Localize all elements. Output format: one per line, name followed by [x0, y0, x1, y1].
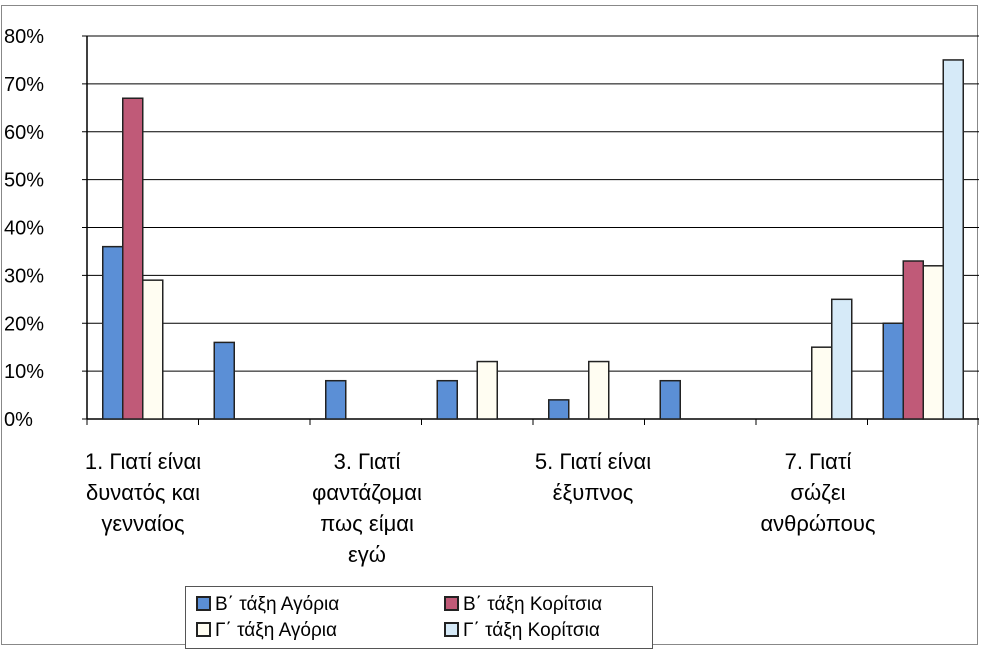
bar-series-1-cat-8 — [882, 322, 904, 420]
category-label-1-line-3: γενναίος — [101, 511, 185, 536]
ytick-label-7: 70% — [4, 74, 44, 96]
legend-swatch-series-4 — [444, 622, 459, 637]
bar-series-1-cat-1 — [102, 245, 124, 420]
category-label-7-line-2: σώζει — [790, 480, 846, 505]
legend-item-series-2: Β΄ τάξη Κορίτσια — [444, 594, 602, 618]
bar-series-3-cat-1 — [142, 279, 164, 420]
ytick-label-1: 10% — [4, 361, 44, 383]
ytick-label-6: 60% — [4, 122, 44, 144]
chart-plot: 0% 10% 20% 30% 40% 50% 60% 70% 80% — [4, 26, 979, 431]
category-label-3-line-2: φαντάζομαι — [312, 480, 422, 505]
bar-series-2-cat-8 — [902, 260, 924, 420]
legend-label-series-1: Β΄ τάξη Αγόρια — [215, 594, 340, 615]
legend-item-series-1: Β΄ τάξη Αγόρια — [196, 594, 339, 618]
category-label-1: 1. Γιατί είναι δυνατός και γενναίος — [43, 446, 243, 539]
bar-series-1-cat-6 — [659, 379, 681, 420]
category-label-5-line-2: έξυπνος — [552, 480, 634, 505]
bar-series-3-cat-5 — [588, 360, 610, 420]
ytick-label-4: 40% — [4, 218, 44, 240]
category-label-3: 3. Γιατί φαντάζομαι πως είμαι εγώ — [267, 446, 467, 570]
category-label-1-line-2: δυνατός και — [86, 480, 200, 505]
ytick-label-5: 50% — [4, 170, 44, 192]
legend-label-series-4: Γ΄ τάξη Κορίτσια — [463, 620, 600, 641]
chart-frame: 0% 10% 20% 30% 40% 50% 60% 70% 80% 1. Γιατί είνα… — [1, 5, 979, 649]
chart-legend: Β΄ τάξη Αγόρια Β΄ τάξη Κορίτσια Γ΄ τάξη … — [185, 586, 653, 649]
category-label-3-line-3: πως είμαι — [320, 511, 414, 536]
legend-label-series-3: Γ΄ τάξη Αγόρια — [215, 620, 338, 641]
category-label-3-line-1: 3. Γιατί — [333, 449, 401, 474]
legend-swatch-series-3 — [196, 622, 211, 637]
category-label-5-line-1: 5. Γιατί είναι — [534, 449, 652, 474]
legend-item-series-3: Γ΄ τάξη Αγόρια — [196, 620, 337, 644]
ytick-label-3: 30% — [4, 265, 44, 287]
bar-series-1-cat-4 — [436, 379, 458, 420]
legend-swatch-series-1 — [196, 596, 211, 611]
legend-swatch-series-2 — [444, 596, 459, 611]
bar-series-4-cat-7 — [831, 298, 853, 420]
category-label-7-line-1: 7. Γιατί — [784, 449, 852, 474]
bar-series-1-cat-2 — [213, 341, 235, 420]
bar-series-3-cat-7 — [811, 346, 833, 420]
ytick-label-8: 80% — [4, 26, 44, 48]
bar-series-1-cat-5 — [548, 399, 570, 420]
category-label-7-line-3: ανθρώπους — [760, 511, 876, 536]
bar-series-2-cat-1 — [122, 97, 144, 420]
category-label-5: 5. Γιατί είναι έξυπνος — [493, 446, 693, 508]
ytick-label-0: 0% — [4, 409, 33, 431]
legend-item-series-4: Γ΄ τάξη Κορίτσια — [444, 620, 600, 644]
ytick-label-2: 20% — [4, 313, 44, 335]
category-label-1-line-1: 1. Γιατί είναι — [84, 449, 202, 474]
bar-series-3-cat-8 — [922, 265, 944, 420]
bar-series-3-cat-4 — [476, 360, 498, 420]
category-label-3-line-4: εγώ — [348, 542, 386, 567]
bar-series-4-cat-8 — [942, 59, 964, 420]
category-label-7: 7. Γιατί σώζει ανθρώπους — [718, 446, 918, 539]
bar-series-1-cat-3 — [325, 379, 347, 420]
legend-label-series-2: Β΄ τάξη Κορίτσια — [463, 594, 603, 615]
